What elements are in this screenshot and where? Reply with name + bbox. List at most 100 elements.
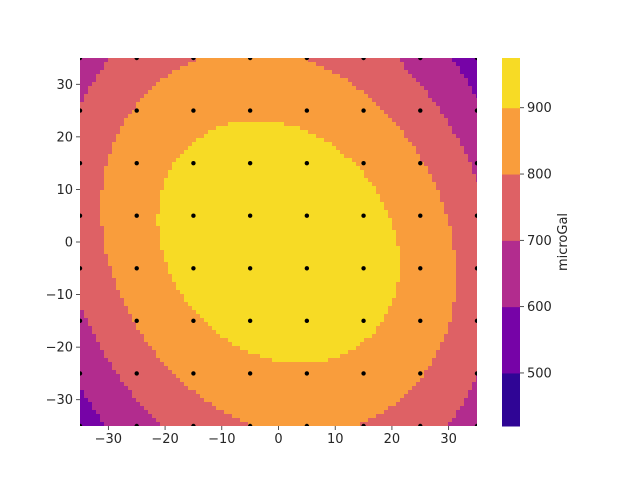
contour-cell (156, 370, 161, 375)
contour-cell (144, 238, 149, 243)
contour-cell (200, 210, 205, 215)
contour-cell (132, 318, 137, 323)
contour-cell (204, 58, 209, 63)
contour-cell (88, 334, 93, 339)
contour-cell (236, 110, 241, 115)
contour-cell (116, 146, 121, 151)
contour-cell (220, 174, 225, 179)
contour-cell (100, 402, 105, 407)
contour-cell (260, 394, 265, 399)
contour-cell (244, 142, 249, 147)
contour-cell (184, 138, 189, 143)
contour-cell (264, 158, 269, 163)
contour-cell (208, 330, 213, 335)
contour-cell (120, 66, 125, 71)
contour-cell (80, 298, 85, 303)
contour-cell (228, 178, 233, 183)
contour-cell (152, 294, 157, 299)
contour-cell (288, 94, 293, 99)
contour-cell (84, 294, 89, 299)
contour-cell (208, 326, 213, 331)
contour-cell (152, 106, 157, 111)
contour-cell (208, 374, 213, 379)
contour-cell (124, 82, 129, 87)
contour-cell (204, 250, 209, 255)
contour-cell (160, 394, 165, 399)
contour-cell (84, 418, 89, 423)
contour-cell (244, 310, 249, 315)
contour-cell (132, 410, 137, 415)
contour-cell (184, 318, 189, 323)
contour-cell (236, 402, 241, 407)
contour-cell (280, 398, 285, 403)
contour-cell (116, 370, 121, 375)
contour-cell (240, 250, 245, 255)
contour-cell (248, 234, 253, 239)
contour-cell (112, 254, 117, 259)
contour-cell (228, 398, 233, 403)
contour-cell (160, 390, 165, 395)
contour-cell (220, 134, 225, 139)
contour-cell (208, 134, 213, 139)
contour-cell (188, 126, 193, 131)
contour-cell (156, 286, 161, 291)
contour-cell (112, 198, 117, 203)
contour-cell (192, 298, 197, 303)
contour-cell (124, 134, 129, 139)
contour-cell (88, 398, 93, 403)
contour-cell (288, 386, 293, 391)
contour-cell (104, 298, 109, 303)
contour-cell (272, 406, 277, 411)
contour-cell (208, 106, 213, 111)
contour-cell (160, 318, 165, 323)
contour-cell (284, 142, 289, 147)
contour-cell (220, 206, 225, 211)
contour-cell (284, 226, 289, 231)
contour-cell (208, 302, 213, 307)
contour-cell (236, 202, 241, 207)
contour-cell (220, 226, 225, 231)
contour-cell (116, 114, 121, 119)
contour-cell (248, 158, 253, 163)
contour-cell (216, 158, 221, 163)
contour-cell (92, 150, 97, 155)
contour-cell (176, 210, 181, 215)
contour-cell (184, 206, 189, 211)
contour-cell (116, 70, 121, 75)
contour-cell (260, 218, 265, 223)
contour-cell (212, 338, 217, 343)
contour-cell (256, 182, 261, 187)
contour-cell (276, 402, 281, 407)
contour-cell (168, 402, 173, 407)
contour-cell (176, 378, 181, 383)
contour-cell (112, 294, 117, 299)
contour-cell (164, 122, 169, 127)
contour-cell (160, 302, 165, 307)
contour-cell (200, 290, 205, 295)
contour-cell (104, 262, 109, 267)
contour-cell (292, 118, 297, 123)
contour-cell (240, 350, 245, 355)
contour-cell (264, 74, 269, 79)
contour-cell (280, 342, 285, 347)
contour-cell (212, 382, 217, 387)
contour-cell (120, 326, 125, 331)
contour-cell (236, 218, 241, 223)
contour-cell (252, 58, 257, 63)
contour-cell (80, 238, 85, 243)
contour-cell (288, 374, 293, 379)
contour-cell (104, 310, 109, 315)
contour-cell (260, 398, 265, 403)
contour-cell (264, 250, 269, 255)
contour-cell (140, 106, 145, 111)
contour-cell (156, 394, 161, 399)
contour-cell (96, 174, 101, 179)
contour-cell (176, 122, 181, 127)
contour-cell (224, 326, 229, 331)
contour-cell (276, 394, 281, 399)
contour-cell (192, 106, 197, 111)
contour-cell (164, 330, 169, 335)
contour-cell (84, 226, 89, 231)
contour-cell (124, 70, 129, 75)
contour-cell (240, 358, 245, 363)
